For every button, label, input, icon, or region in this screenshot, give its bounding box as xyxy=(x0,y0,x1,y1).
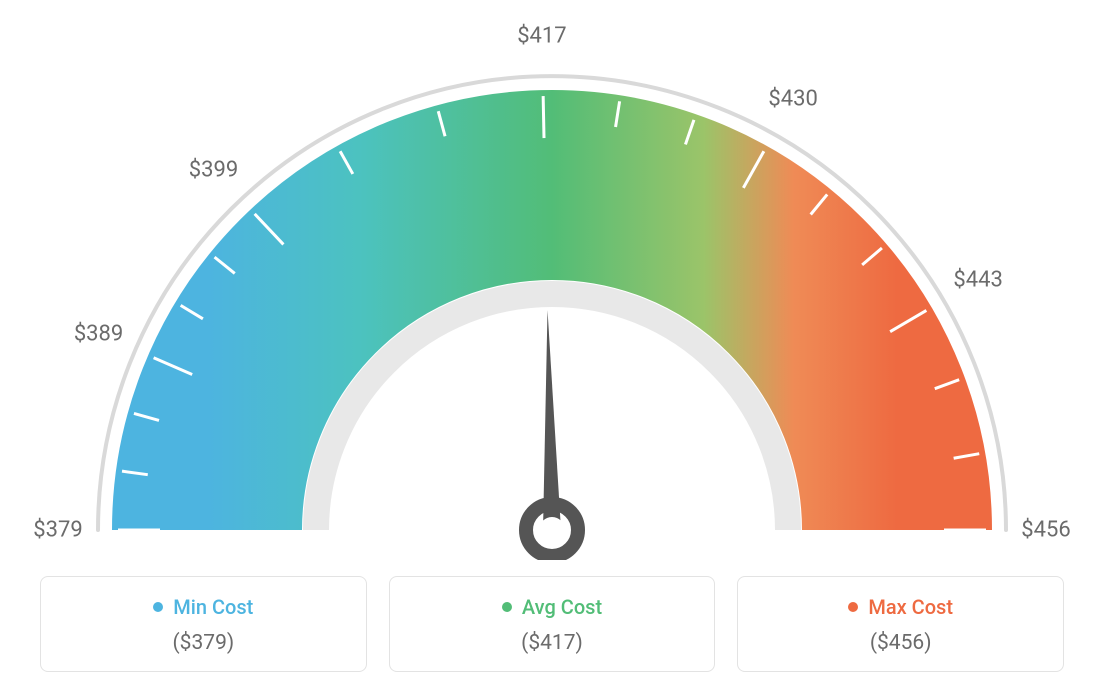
tick-label: $430 xyxy=(768,86,817,111)
legend-label-avg: Avg Cost xyxy=(522,595,602,619)
legend-label-min: Min Cost xyxy=(173,595,253,619)
legend-dot-min xyxy=(153,602,163,612)
tick-label: $417 xyxy=(517,24,566,49)
tick-label: $379 xyxy=(33,518,82,543)
legend-card-max: Max Cost ($456) xyxy=(737,576,1064,672)
legend-value-max: ($456) xyxy=(748,631,1053,655)
tick-label: $389 xyxy=(74,321,123,346)
legend-card-avg: Avg Cost ($417) xyxy=(389,576,716,672)
gauge-svg xyxy=(0,0,1104,560)
tick-label: $399 xyxy=(189,158,238,183)
legend-title-min: Min Cost xyxy=(153,595,253,619)
legend-title-avg: Avg Cost xyxy=(502,595,602,619)
legend-title-max: Max Cost xyxy=(848,595,953,619)
legend-value-min: ($379) xyxy=(51,631,356,655)
legend-row: Min Cost ($379) Avg Cost ($417) Max Cost… xyxy=(0,576,1104,672)
legend-value-avg: ($417) xyxy=(400,631,705,655)
legend-dot-max xyxy=(848,602,858,612)
legend-card-min: Min Cost ($379) xyxy=(40,576,367,672)
legend-label-max: Max Cost xyxy=(868,595,953,619)
tick-label: $443 xyxy=(953,268,1002,293)
gauge-container: $379 $389 $399 $417 $430 $443 $456 xyxy=(0,0,1104,560)
tick-label: $456 xyxy=(1021,518,1070,543)
legend-dot-avg xyxy=(502,602,512,612)
